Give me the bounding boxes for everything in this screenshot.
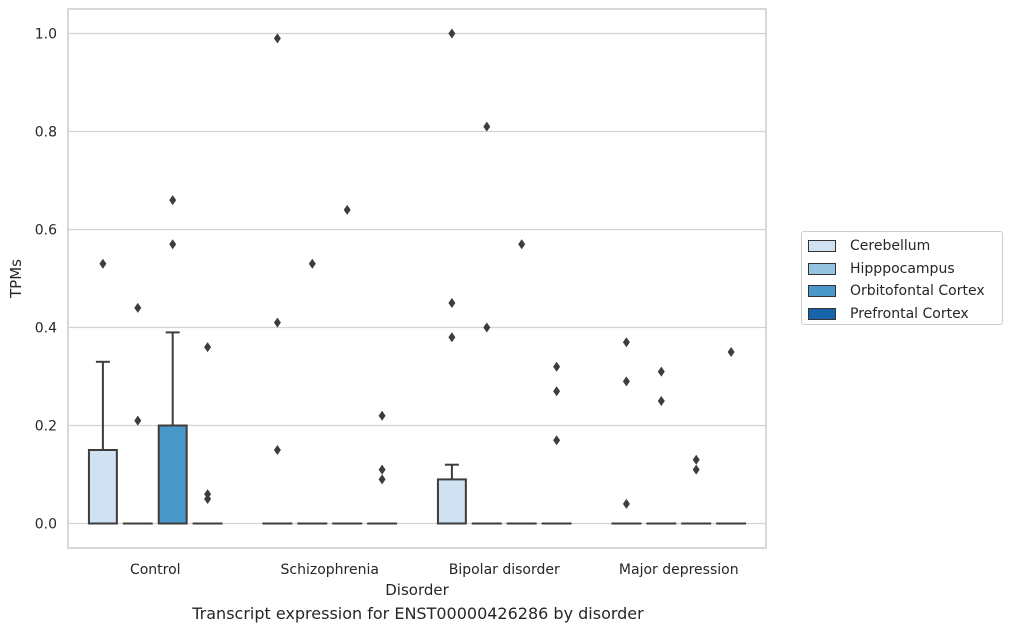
x-tick-label: Control: [130, 562, 181, 578]
legend-item: Orbitofontal Cortex: [808, 280, 1002, 303]
outlier-point: [134, 415, 142, 426]
box-body: [87, 449, 118, 525]
box-2-3: [681, 454, 712, 525]
outlier-point: [134, 302, 142, 313]
outlier-point: [308, 258, 316, 269]
box-3-1: [367, 410, 398, 525]
outlier-point: [378, 474, 386, 485]
box-3-3: [716, 347, 747, 525]
outlier-point: [657, 366, 665, 377]
legend-label: Prefrontal Cortex: [850, 305, 969, 322]
outlier-point: [622, 498, 630, 509]
box-body: [436, 478, 467, 525]
outlier-point: [518, 239, 526, 250]
box-2-0: [157, 195, 188, 525]
legend-item: Prefrontal Cortex: [808, 303, 1002, 326]
legend-label: Orbitofontal Cortex: [850, 283, 985, 300]
box-1-1: [297, 258, 328, 525]
x-tick-label: Bipolar disorder: [449, 562, 560, 578]
outlier-point: [553, 386, 561, 397]
outlier-point: [553, 361, 561, 372]
y-axis-ticks: 0.0 0.2 0.4 0.6 0.8 1.0: [35, 27, 57, 533]
x-tick-label: Schizophrenia: [281, 562, 379, 578]
legend-item: Hipppocampus: [808, 258, 1002, 281]
legend-label: Cerebellum: [850, 238, 931, 255]
y-axis-label: TPMs: [7, 259, 25, 299]
box-2-1: [332, 204, 363, 525]
outlier-point: [692, 464, 700, 475]
x-axis-ticks: Control Schizophrenia Bipolar disorder Majo…: [130, 562, 739, 578]
outlier-point: [448, 332, 456, 343]
outlier-point: [657, 396, 665, 406]
outlier-point: [692, 454, 700, 465]
y-tick-label: 0.4: [35, 321, 57, 337]
legend-swatch: [808, 307, 836, 320]
box-0-1: [262, 33, 293, 525]
box-1-3: [646, 366, 677, 525]
outlier-point: [622, 376, 630, 387]
legend-label: Hipppocampus: [850, 260, 955, 277]
outlier-point: [378, 410, 386, 421]
outlier-point: [343, 204, 351, 215]
legend: Cerebellum Hipppocampus Orbitofontal Corte…: [801, 231, 1003, 325]
box-0-3: [611, 337, 642, 525]
outlier-point: [273, 33, 281, 44]
box-1-2: [471, 121, 502, 525]
box-0-2: [436, 28, 467, 525]
outlier-point: [99, 258, 107, 269]
outlier-point: [448, 28, 456, 39]
x-axis-label: Disorder: [385, 581, 449, 599]
y-tick-label: 0.2: [35, 419, 57, 435]
plot-frame: [67, 8, 767, 549]
box-marks: [87, 28, 747, 525]
legend-swatch: [808, 262, 836, 275]
outlier-point: [622, 337, 630, 348]
y-tick-label: 0.6: [35, 223, 57, 239]
outlier-point: [169, 195, 177, 206]
outlier-point: [553, 435, 561, 446]
legend-item: Cerebellum: [808, 235, 1002, 258]
outlier-point: [378, 464, 386, 475]
box-2-2: [506, 239, 537, 525]
chart-caption: Transcript expression for ENST0000042628…: [192, 604, 644, 623]
outlier-point: [448, 298, 456, 308]
box-3-0: [192, 342, 223, 525]
box-body: [157, 424, 188, 525]
outlier-point: [169, 239, 177, 250]
box-1-0: [122, 302, 153, 525]
legend-swatch: [808, 285, 836, 298]
box-0-0: [87, 258, 118, 525]
outlier-point: [727, 347, 735, 357]
y-tick-label: 1.0: [35, 27, 57, 43]
outlier-point: [273, 445, 281, 455]
y-tick-label: 0.8: [35, 125, 57, 141]
y-tick-label: 0.0: [35, 517, 57, 533]
outlier-point: [204, 342, 212, 353]
outlier-point: [204, 494, 212, 504]
x-tick-label: Major depression: [619, 562, 739, 578]
outlier-point: [483, 121, 491, 132]
box-3-2: [541, 361, 572, 525]
outlier-point: [273, 317, 281, 328]
outlier-point: [483, 322, 491, 333]
legend-swatch: [808, 240, 836, 253]
